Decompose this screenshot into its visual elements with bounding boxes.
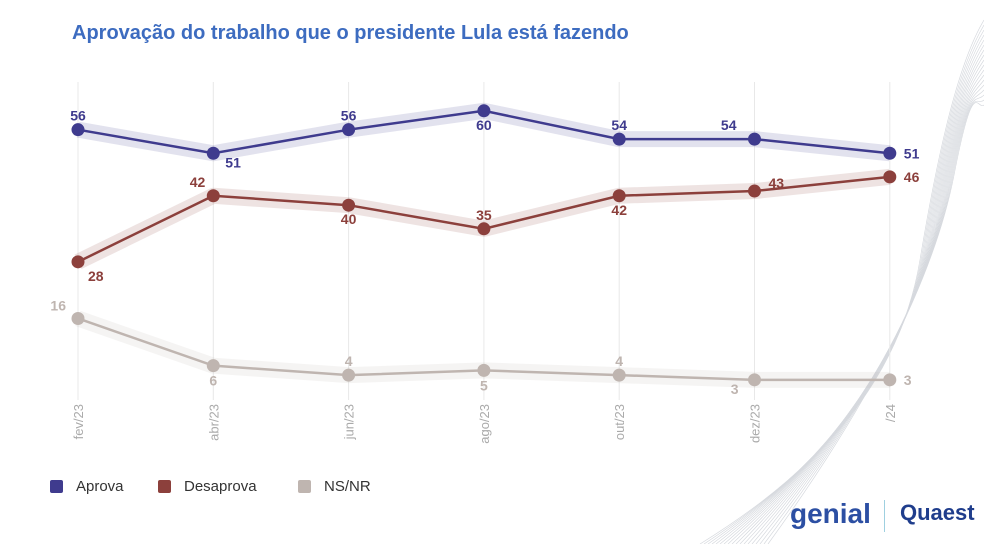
- legend-label: Desaprova: [184, 478, 257, 495]
- x-tick-label: ago/23: [477, 404, 492, 444]
- wave-line: [703, 24, 984, 544]
- wave-line: [715, 39, 984, 544]
- wave-line: [719, 44, 984, 544]
- legend-swatch: [50, 480, 63, 493]
- data-point: [71, 311, 85, 325]
- x-tick-label: jun/23: [342, 404, 357, 440]
- logo-divider: [884, 500, 885, 532]
- data-label: 60: [476, 117, 492, 133]
- chart-title: Aprovação do trabalho que o presidente L…: [72, 22, 629, 44]
- decorative-waves: [699, 19, 984, 544]
- data-label: 42: [190, 174, 206, 190]
- wave-line: [767, 102, 984, 544]
- data-label: 46: [904, 169, 920, 185]
- data-label: 56: [341, 108, 357, 124]
- data-label: 42: [611, 202, 627, 218]
- data-label: 43: [769, 175, 785, 191]
- x-tick-label: abr/23: [206, 404, 221, 441]
- wave-line: [699, 19, 984, 544]
- x-tick-label: fev/23: [71, 404, 86, 439]
- data-label: 3: [731, 381, 739, 397]
- x-tick-label: /24: [883, 404, 898, 422]
- data-label: 56: [70, 108, 86, 124]
- wave-line: [731, 59, 984, 544]
- legend-label: Aprova: [76, 478, 124, 495]
- wave-line: [763, 99, 984, 544]
- data-label: 16: [50, 297, 66, 313]
- data-point: [342, 368, 356, 382]
- data-label: 54: [611, 117, 627, 133]
- wave-line: [727, 54, 984, 544]
- data-point: [206, 189, 220, 203]
- legend-desaprova: Desaprova: [158, 478, 257, 495]
- data-label: 54: [721, 117, 737, 133]
- data-point: [748, 132, 761, 146]
- wave-line: [707, 29, 984, 544]
- data-point: [206, 146, 220, 160]
- data-label: 51: [225, 154, 241, 170]
- genial-logo: genial: [790, 498, 871, 529]
- data-label: 4: [615, 353, 623, 369]
- data-point: [883, 146, 897, 160]
- data-label: 5: [480, 377, 488, 393]
- data-point: [477, 222, 491, 236]
- data-label: 51: [904, 145, 920, 161]
- data-point: [748, 184, 761, 198]
- data-point: [612, 189, 626, 203]
- data-point: [883, 373, 897, 387]
- data-point: [71, 255, 85, 269]
- wave-line: [755, 89, 984, 544]
- data-point: [342, 123, 356, 137]
- data-point: [477, 363, 491, 377]
- quaest-logo: Quaest: [900, 500, 975, 525]
- data-point: [342, 198, 356, 212]
- data-label: 3: [904, 372, 912, 388]
- legend-label: NS/NR: [324, 478, 371, 495]
- data-point: [71, 123, 85, 137]
- wave-line: [735, 64, 984, 544]
- legend-nsnr: NS/NR: [298, 478, 371, 495]
- data-label: 40: [341, 211, 357, 227]
- data-point: [612, 368, 626, 382]
- data-point: [748, 373, 761, 387]
- x-tick-label: dez/23: [748, 404, 763, 443]
- wave-line: [759, 94, 984, 544]
- x-tick-label: out/23: [612, 404, 627, 440]
- wave-line: [711, 34, 984, 544]
- legend-swatch: [298, 480, 311, 493]
- data-label: 4: [345, 353, 353, 369]
- data-label: 35: [476, 207, 492, 223]
- data-label: 6: [209, 373, 217, 389]
- data-point: [612, 132, 626, 146]
- legend-aprova: Aprova: [50, 478, 124, 495]
- data-point: [477, 104, 491, 118]
- legend-swatch: [158, 480, 171, 493]
- data-point: [206, 359, 220, 373]
- data-label: 28: [88, 268, 104, 284]
- wave-line: [723, 49, 984, 544]
- data-point: [883, 170, 897, 184]
- wave-line: [751, 84, 984, 544]
